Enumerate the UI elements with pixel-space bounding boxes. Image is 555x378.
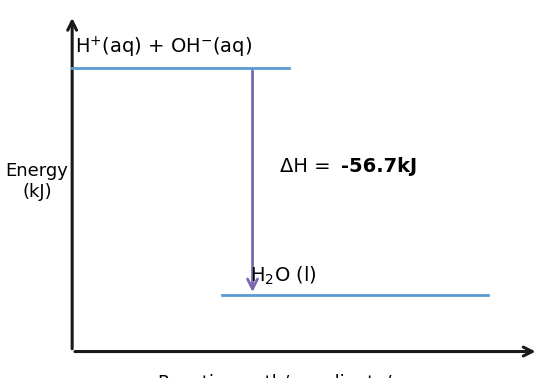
Text: -56.7kJ: -56.7kJ <box>341 157 417 176</box>
Text: H$_{2}$O (l): H$_{2}$O (l) <box>250 265 316 287</box>
Text: H$^{+}$(aq) + OH$^{-}$(aq): H$^{+}$(aq) + OH$^{-}$(aq) <box>75 35 252 60</box>
Text: ΔH =: ΔH = <box>280 157 337 176</box>
Text: Reaction path/coordinate/ progress: Reaction path/coordinate/ progress <box>158 374 475 378</box>
Text: Energy
(kJ): Energy (kJ) <box>6 162 68 201</box>
